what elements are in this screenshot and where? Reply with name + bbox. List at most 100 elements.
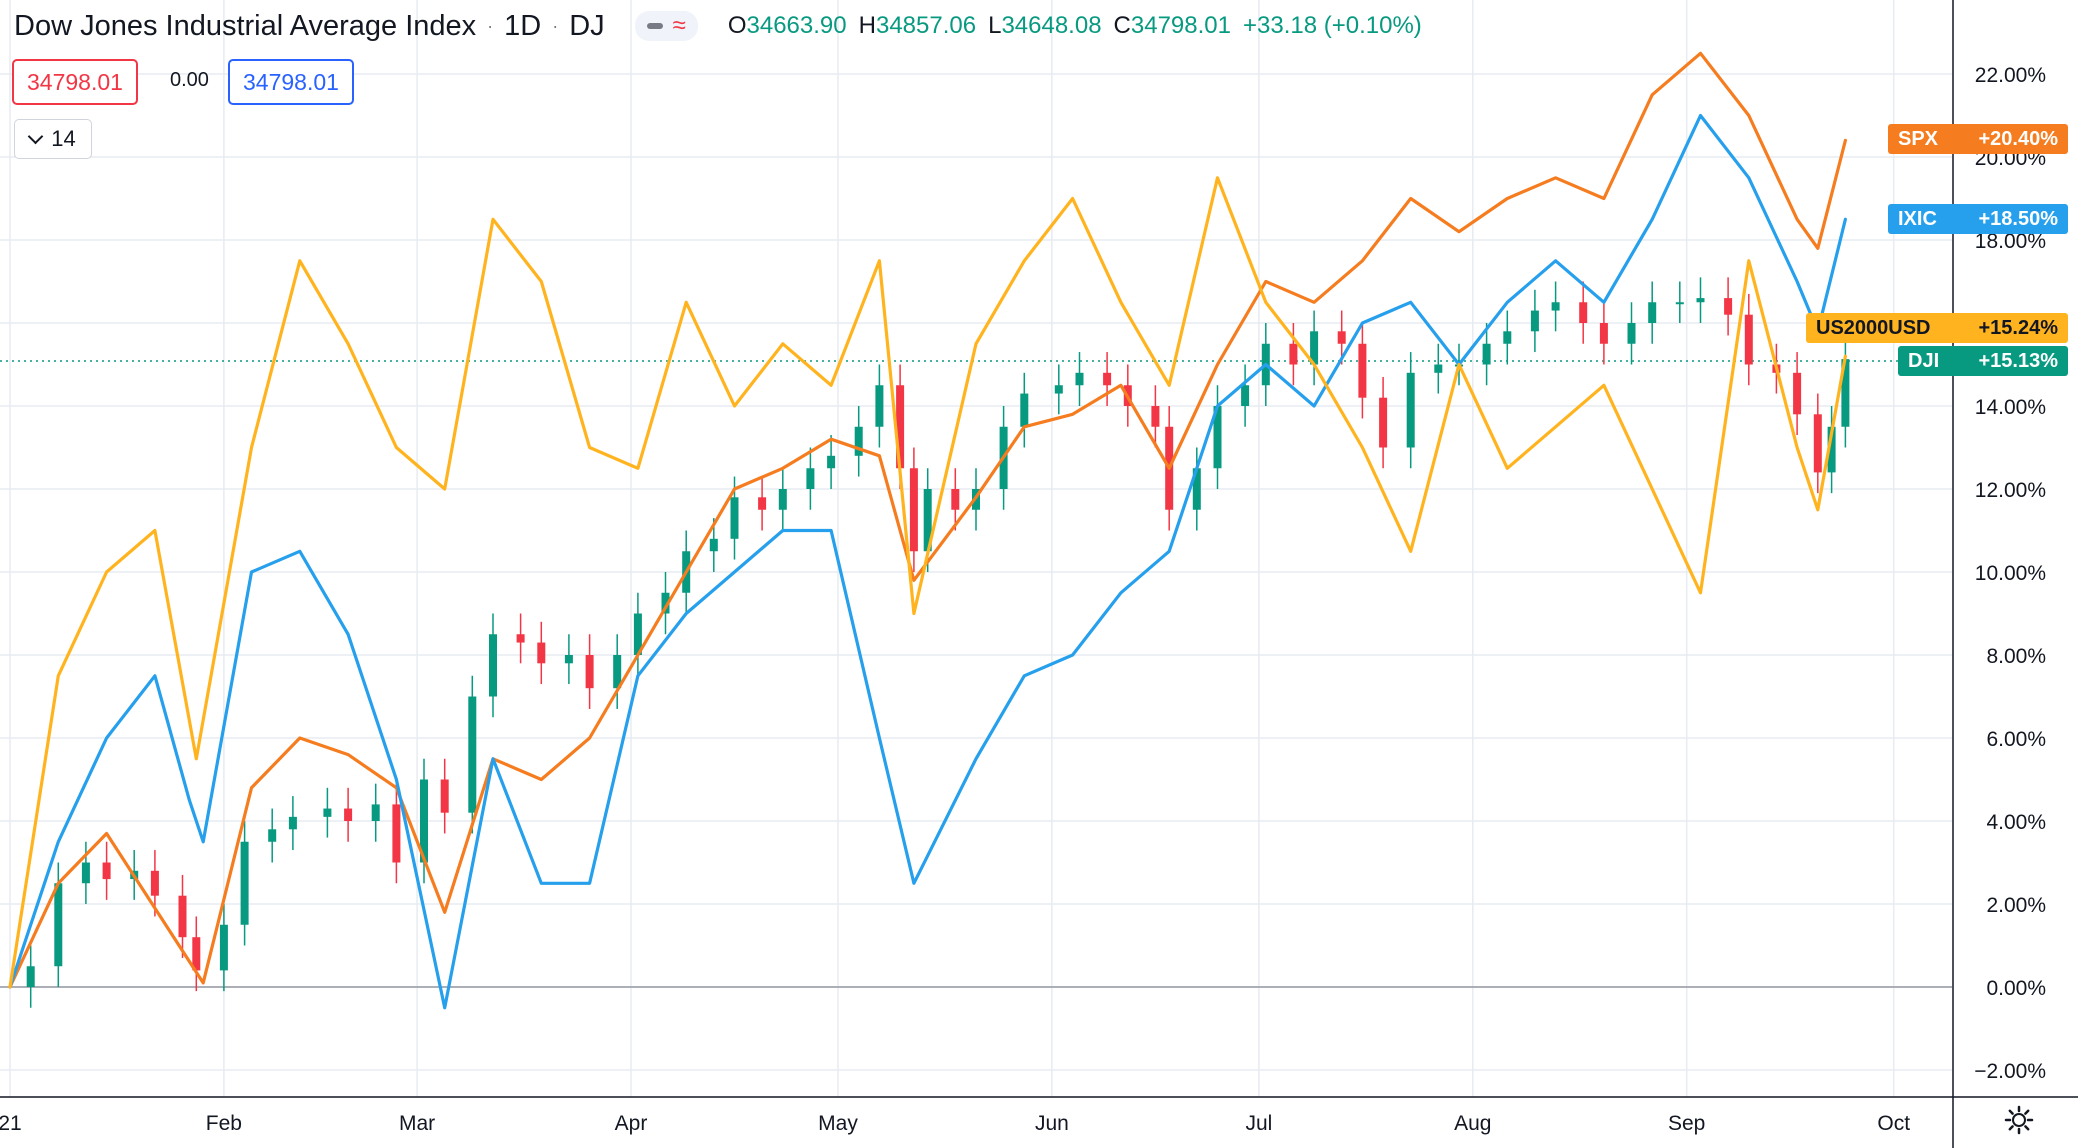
candle-body (613, 655, 622, 689)
x-tick-label: Apr (615, 1112, 648, 1135)
price-change: +33.18 (+0.10%) (1243, 12, 1422, 39)
candle-body (344, 808, 353, 821)
candle-body (54, 883, 63, 967)
candle-body (468, 696, 477, 813)
candle-body (489, 634, 497, 697)
candle-body (1724, 298, 1733, 315)
series-tag-us2000usd[interactable]: US2000USD +15.24% (1806, 313, 2068, 343)
candle-body (1337, 331, 1346, 344)
series-tag-value: +18.50% (1978, 208, 2058, 230)
ohlc-close: C34798.01 (1114, 12, 1231, 40)
candle-body (392, 804, 401, 863)
candle-body (1054, 385, 1063, 394)
indicators-collapse-button[interactable]: 14 (14, 119, 92, 159)
candle-body (268, 829, 277, 842)
series-tag-symbol: IXIC (1898, 208, 1937, 230)
ohlc-open: O34663.90 (728, 12, 847, 40)
high-value: 34857.06 (875, 12, 977, 39)
series-tag-ixic[interactable]: IXIC +18.50% (1888, 204, 2068, 234)
candle-body (1379, 397, 1388, 448)
buy-price-button[interactable]: 34798.01 (228, 59, 354, 105)
series-tag-value: +20.40% (1978, 128, 2058, 150)
candle-body (758, 497, 767, 510)
legend-toggle-button[interactable]: ≈ (634, 11, 698, 41)
y-tick-label: −2.00% (1974, 1060, 2046, 1083)
series-dji (26, 277, 1850, 1008)
candle-body (1192, 468, 1201, 510)
y-tick-label: 6.00% (1986, 728, 2046, 751)
y-tick-label: 22.00% (1975, 64, 2046, 87)
y-tick-label: 12.00% (1975, 479, 2046, 502)
candle-body (102, 862, 111, 880)
x-tick-label: Oct (1877, 1112, 1910, 1135)
candle-body (371, 804, 380, 821)
candle-body (178, 895, 187, 938)
candle-body (854, 426, 863, 456)
high-label: H (858, 12, 876, 39)
legend-separator: · (487, 15, 494, 36)
series-tag-spx[interactable]: SPX +20.40% (1888, 124, 2068, 154)
candle-body (420, 779, 428, 863)
indicator-count: 14 (51, 126, 76, 151)
y-tick-label: 8.00% (1986, 645, 2046, 668)
candle-body (806, 468, 815, 489)
candle-body (1627, 323, 1636, 344)
gear-icon[interactable] (2004, 1105, 2034, 1135)
candle-body (240, 841, 249, 925)
candle-body (709, 538, 718, 552)
candle-body (516, 634, 525, 643)
candle-body (1793, 372, 1802, 415)
approx-icon: ≈ (672, 12, 686, 39)
close-value: 34798.01 (1130, 12, 1231, 39)
legend-separator: · (552, 15, 559, 36)
series-line-us2000usd (8, 176, 1848, 989)
candle-body (192, 937, 201, 971)
exchange-label: DJ (569, 9, 605, 42)
candle-body (1648, 302, 1657, 323)
x-tick-label: Feb (206, 1112, 242, 1135)
low-value: 34648.08 (1001, 12, 1102, 39)
candle-body (1696, 298, 1705, 303)
candle-body (1599, 323, 1608, 344)
candle-body (1075, 372, 1084, 386)
sell-price-button[interactable]: 34798.01 (12, 59, 138, 105)
candle-body (1579, 302, 1588, 323)
candle-body (1827, 426, 1836, 473)
candle-body (1551, 302, 1560, 311)
x-tick-label: Jul (1245, 1112, 1272, 1135)
interval-label[interactable]: 1D (504, 9, 542, 42)
series-layer (8, 51, 1850, 1010)
candle-body (537, 642, 546, 664)
candle-body (896, 385, 905, 469)
candle-body (1841, 359, 1850, 427)
candle-body (1103, 372, 1112, 386)
candle-body (26, 966, 35, 987)
y-tick-label: 0.00% (1986, 977, 2046, 1000)
candle-body (219, 924, 228, 971)
x-tick-label: Jun (1035, 1112, 1069, 1135)
candle-body (585, 655, 594, 689)
series-tag-value: +15.13% (1978, 350, 2058, 372)
series-tag-symbol: US2000USD (1816, 317, 1931, 339)
series-tag-dji[interactable]: DJI +15.13% (1898, 346, 2068, 376)
candle-body (909, 468, 918, 552)
symbol-title[interactable]: Dow Jones Industrial Average Index (14, 9, 477, 42)
candle-body (1406, 372, 1415, 448)
candle-body (778, 489, 787, 510)
candle-body (730, 497, 739, 539)
y-tick-label: 14.00% (1975, 396, 2046, 419)
candle-body (150, 870, 159, 896)
candle-body (1813, 414, 1822, 473)
candle-body (1020, 393, 1029, 427)
series-tag-value: +15.24% (1978, 317, 2058, 339)
chart-grid (0, 0, 1952, 1097)
y-tick-label: 2.00% (1986, 894, 2046, 917)
spread-value: 0.00 (170, 69, 209, 91)
candle-body (1310, 331, 1319, 365)
series-line-spx (8, 51, 1848, 989)
y-tick-label: 10.00% (1975, 562, 2046, 585)
time-axis[interactable]: 21 Feb Mar Apr May Jun Jul Aug Sep Oct (0, 1112, 1910, 1135)
x-tick-label: Sep (1668, 1112, 1705, 1135)
candle-body (1744, 314, 1753, 365)
